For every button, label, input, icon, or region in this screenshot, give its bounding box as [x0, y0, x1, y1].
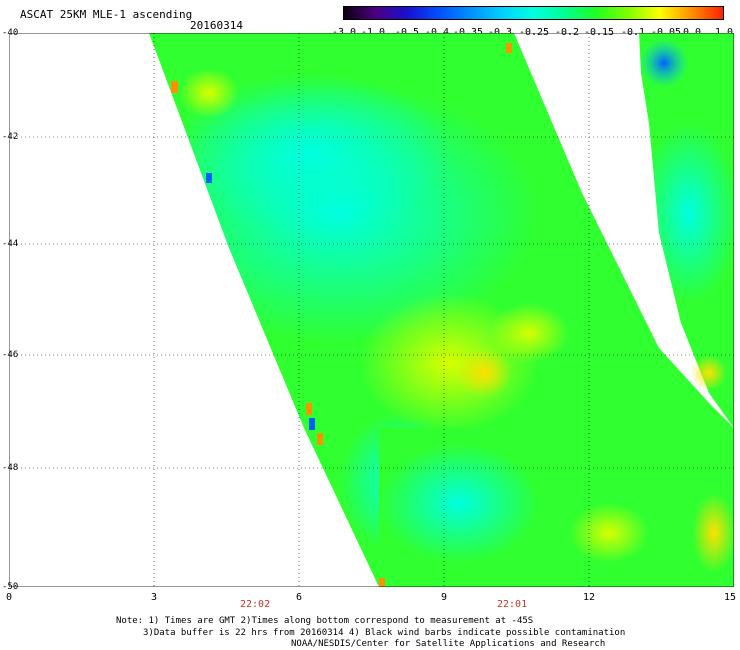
longitude-label: 15 — [724, 592, 737, 603]
colorbar-labels: -3.0 -1.0 -0.5 -0.4 -0.35 -0.3 -0.25 -0.2 -0.15-… — [330, 27, 734, 39]
latitude-label: -50 — [2, 582, 19, 592]
swath-map — [9, 33, 734, 587]
product-date: 20160314 — [190, 19, 243, 32]
latitude-label: -46 — [2, 350, 19, 360]
colorbar-label: 1.0 — [714, 27, 734, 38]
graticule — [9, 33, 734, 587]
colorbar-label: -3.0 — [331, 27, 357, 38]
latitude-label: -40 — [2, 28, 19, 38]
colorbar-label: -0.4 — [424, 27, 450, 38]
time-label-2: 22:01 — [497, 599, 528, 610]
note-line-1: Note: 1) Times are GMT 2)Times along bot… — [116, 616, 534, 626]
colorbar-label: -0.25 — [518, 27, 550, 38]
colorbar-label: -0.3 — [487, 27, 513, 38]
longitude-label: 3 — [151, 592, 158, 603]
colorbar-label: -0.5 — [394, 27, 420, 38]
longitude-label: 6 — [296, 592, 303, 603]
note-line-2: 3)Data buffer is 22 hrs from 20160314 4)… — [143, 628, 626, 638]
colorbar-label: -0.35 — [452, 27, 484, 38]
longitude-label: 9 — [441, 592, 448, 603]
colorbar-label: -0.2 — [554, 27, 580, 38]
colorbar-label: -0.15 — [583, 27, 615, 38]
colorbar — [343, 6, 724, 20]
colorbar-label: -1.0 — [360, 27, 386, 38]
note-credit: NOAA/NESDIS/Center for Satellite Applica… — [291, 639, 606, 649]
latitude-label: -42 — [2, 132, 19, 142]
longitude-label: 12 — [583, 592, 596, 603]
colorbar-label: -0.1 — [620, 27, 646, 38]
latitude-label: -48 — [2, 463, 19, 473]
colorbar-label: -0.05 — [650, 27, 682, 38]
product-title: ASCAT 25KM MLE-1 ascending — [20, 8, 193, 21]
longitude-label: 0 — [6, 592, 13, 603]
time-label-1: 22:02 — [240, 599, 271, 610]
colorbar-label: 0.0 — [682, 27, 702, 38]
latitude-label: -44 — [2, 239, 19, 249]
